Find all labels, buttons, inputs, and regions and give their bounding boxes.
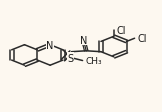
Text: S: S xyxy=(68,53,74,63)
Text: Cl: Cl xyxy=(116,26,126,36)
Text: N: N xyxy=(46,40,54,50)
Text: N: N xyxy=(81,35,88,45)
Text: Cl: Cl xyxy=(137,34,147,44)
Text: CH₃: CH₃ xyxy=(85,57,102,65)
